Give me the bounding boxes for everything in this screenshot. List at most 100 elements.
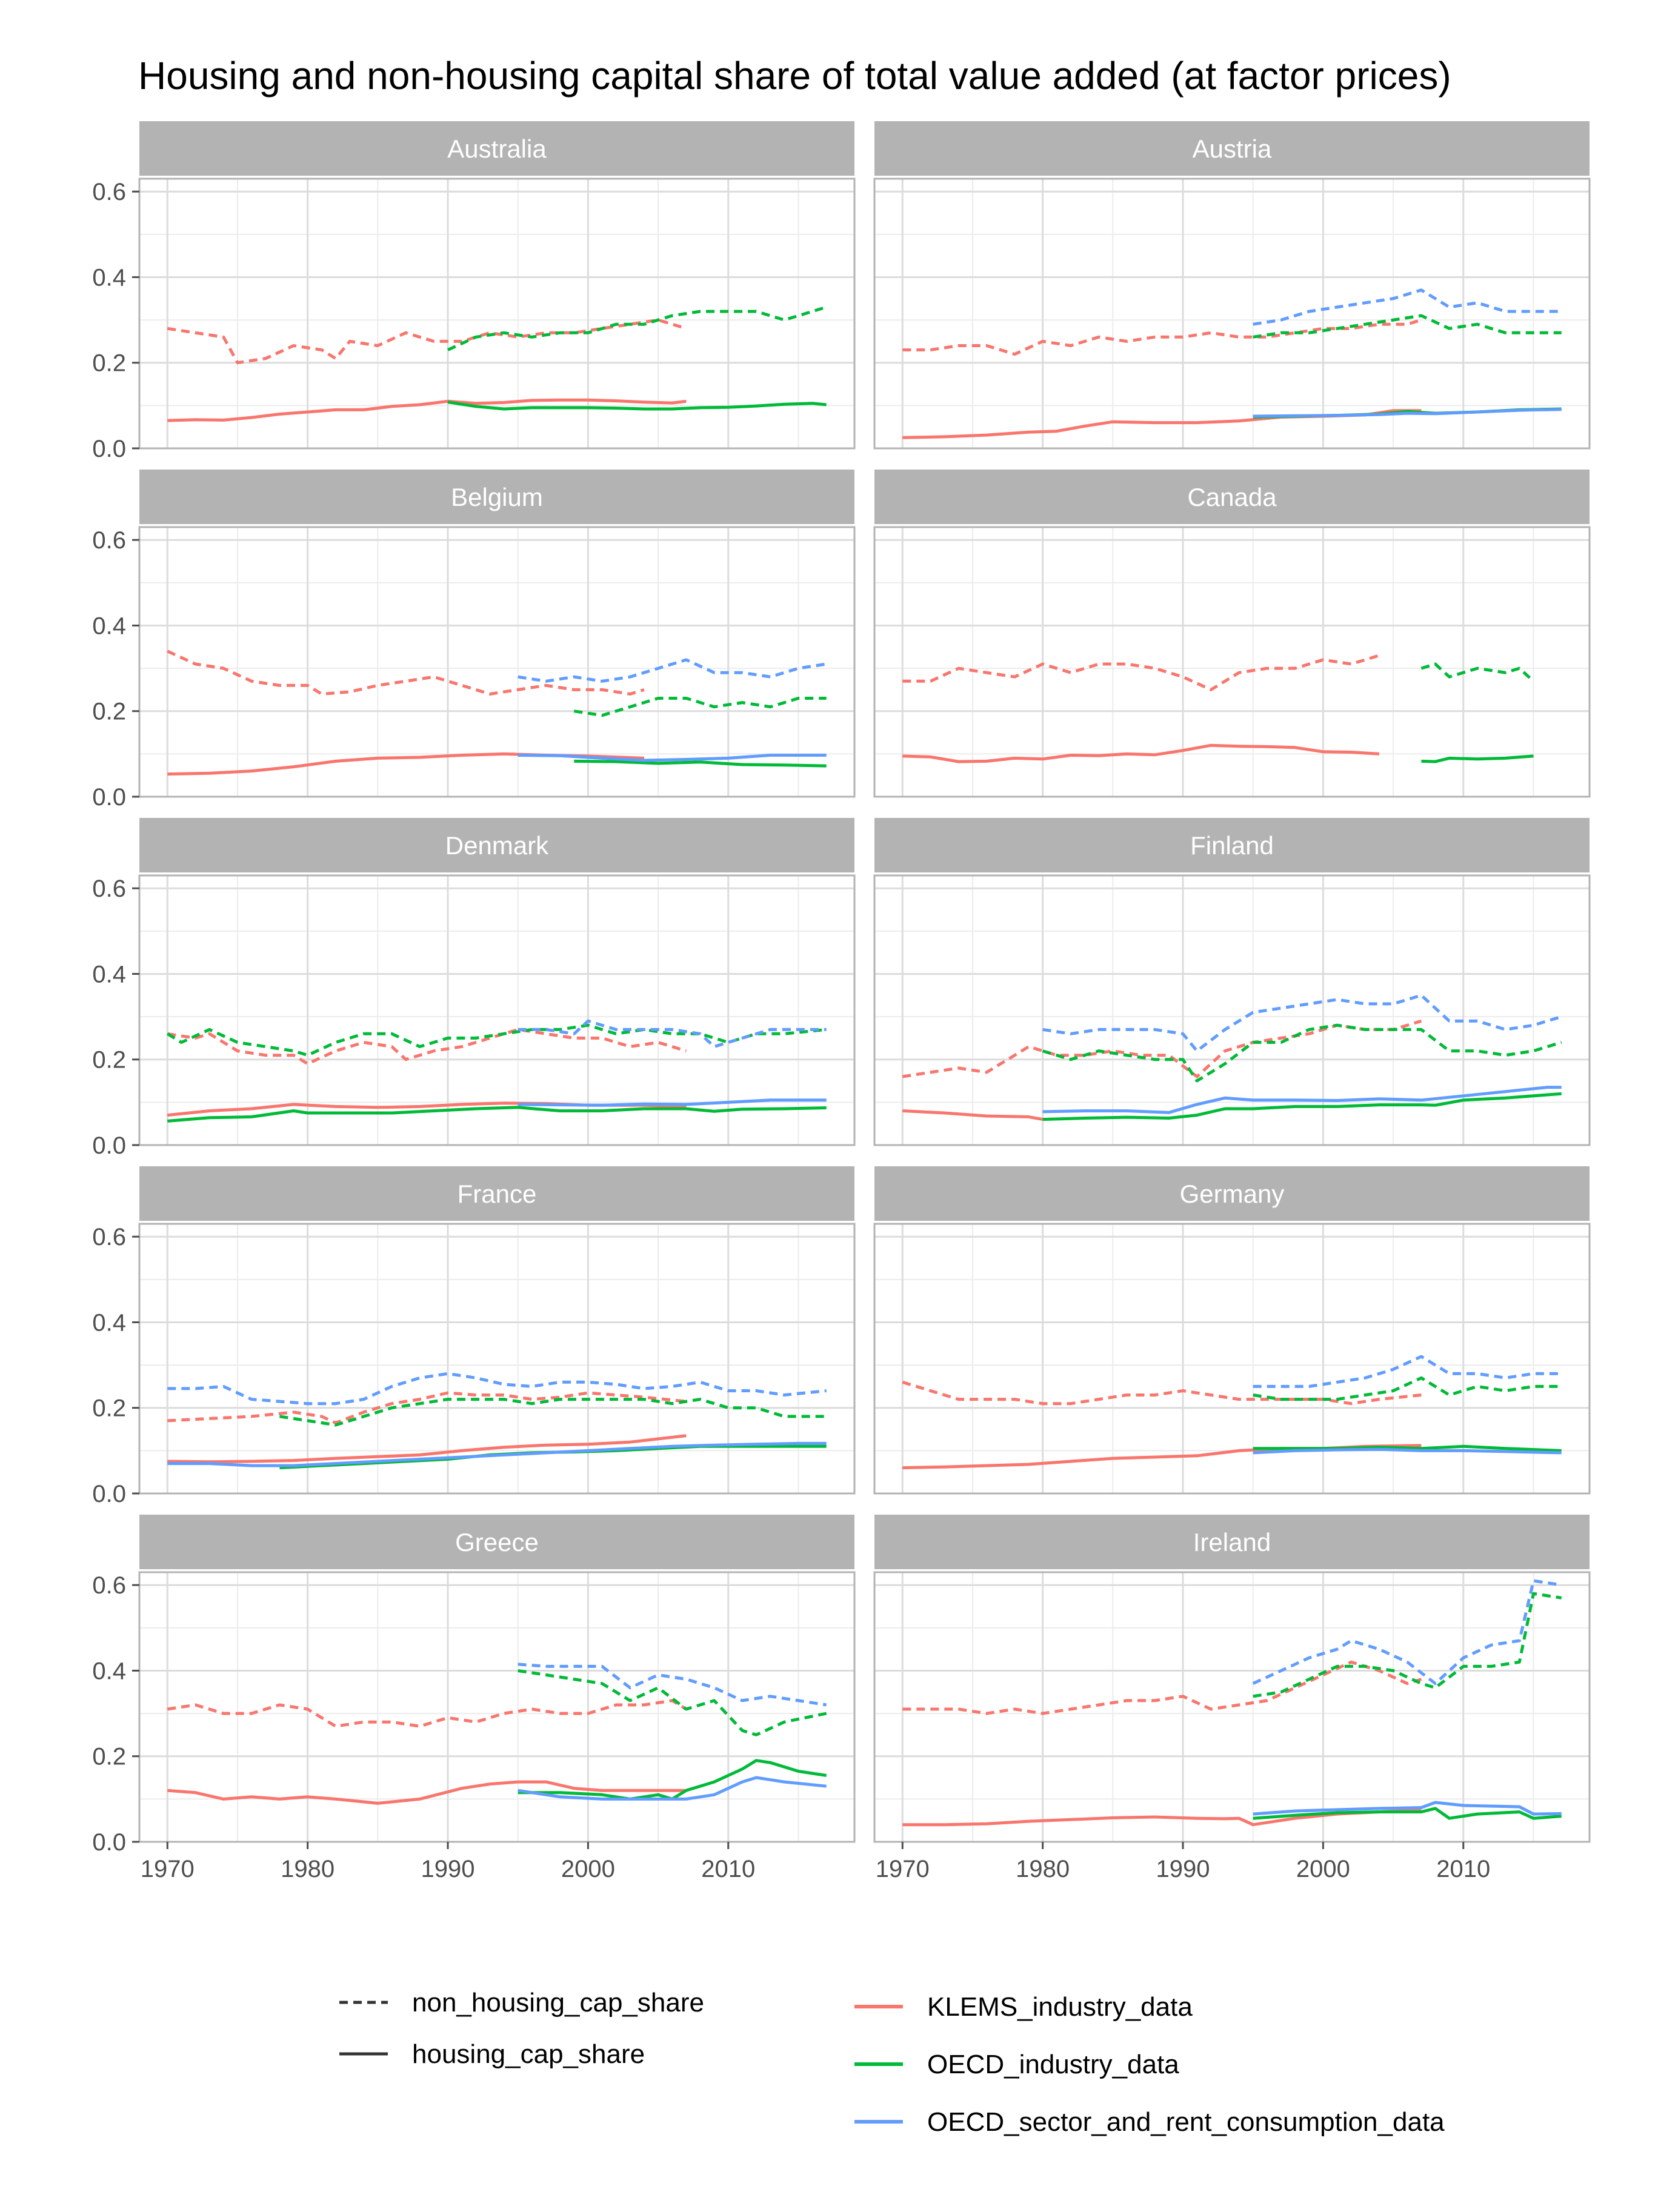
y-tick-label: 0.4 (92, 1658, 126, 1684)
facet-strip-label: Ireland (1193, 1528, 1271, 1556)
series-line-oecd_sec-non_housing (518, 1662, 827, 1707)
series-line-klems-housing (167, 398, 687, 422)
series-line-oecd_ind-non_housing (1042, 1023, 1562, 1083)
panel-frame (138, 1223, 856, 1495)
y-tick-label: 0.2 (92, 1395, 126, 1422)
x-tick-label: 2010 (1436, 1856, 1490, 1882)
series-line-oecd_ind-non_housing (1420, 662, 1535, 683)
series-line-klems-housing (167, 1780, 687, 1805)
facet-strip (874, 470, 1590, 524)
y-tick-label: 0.2 (92, 350, 126, 377)
facet-strip-label: Greece (455, 1528, 539, 1556)
series-line-oecd_ind-non_housing (1253, 1592, 1562, 1698)
facet-strip-label: Australia (447, 135, 547, 163)
y-tick-label: 0.2 (92, 1744, 126, 1770)
x-tick-label: 1970 (876, 1856, 930, 1882)
x-tick-label: 2000 (1296, 1856, 1350, 1882)
facet-panel-australia: Australia 0.0 0.2 0.4 0.6 (92, 121, 856, 462)
y-tick-label: 0.0 (92, 1132, 126, 1159)
facet-panel-canada: Canada (873, 470, 1591, 798)
series-line-oecd_sec-housing (1253, 408, 1562, 418)
facet-strip-label: Canada (1187, 483, 1277, 511)
y-tick-label: 0.4 (92, 1309, 126, 1336)
y-tick-label: 0.2 (92, 1047, 126, 1074)
panel-frame (138, 1571, 856, 1843)
y-tick-label: 0.0 (92, 1481, 126, 1507)
facet-strip (139, 470, 854, 524)
panel-frame (138, 178, 856, 450)
series-line-oecd_ind-housing (1042, 1092, 1562, 1121)
legend: non_housing_cap_share housing_cap_share KL… (339, 1988, 1445, 2137)
y-tick-label: 0.6 (92, 875, 126, 902)
facet-strip (139, 818, 854, 872)
y-tick-label: 0.6 (92, 179, 126, 205)
panel-border (138, 1571, 856, 1843)
facet-panel-finland: Finland (873, 818, 1591, 1146)
facet-panel-germany: Germany (873, 1166, 1591, 1495)
y-tick-label: 0.6 (92, 1572, 126, 1599)
x-tick-label: 1980 (1016, 1856, 1070, 1882)
panel-frame (873, 526, 1591, 798)
series-line-oecd_sec-non_housing (1253, 1355, 1562, 1388)
series-line-klems-non_housing (167, 318, 687, 365)
chart-title: Housing and non-housing capital share of… (138, 54, 1451, 98)
legend-label-oecd_ind: OECD_industry_data (927, 2050, 1179, 2079)
panel-border (873, 526, 1591, 798)
series-line-oecd_sec-housing (518, 1776, 827, 1801)
series-line-oecd_sec-housing (518, 754, 827, 762)
legend-label-oecd_sec: OECD_sector_and_rent_consumption_data (927, 2107, 1445, 2137)
series-line-klems-non_housing (902, 1660, 1422, 1715)
series-line-oecd_ind-housing (1421, 754, 1534, 763)
series-line-oecd_sec-housing (167, 1441, 827, 1467)
y-tick-label: 0.0 (92, 784, 126, 811)
series-line-oecd_ind-housing (167, 1106, 827, 1123)
x-tick-label: 1970 (141, 1856, 195, 1882)
series-line-klems-non_housing (167, 649, 645, 696)
series-line-klems-non_housing (902, 1019, 1422, 1078)
y-tick-label: 0.0 (92, 1829, 126, 1856)
facet-strip (139, 121, 854, 176)
x-tick-label: 1980 (281, 1856, 335, 1882)
panel-frame (873, 1571, 1591, 1843)
y-tick-label: 0.6 (92, 1224, 126, 1250)
panel-frame (138, 874, 856, 1146)
facet-strip (874, 818, 1590, 872)
series-line-oecd_sec-non_housing (1252, 1579, 1562, 1686)
panel-frame (138, 526, 856, 798)
facet-panel-belgium: Belgium 0.0 0.2 0.4 0.6 (92, 470, 856, 811)
series-line-oecd_ind-housing (518, 1759, 827, 1801)
y-tick-label: 0.4 (92, 961, 126, 988)
series-line-oecd_ind-non_housing (573, 697, 827, 717)
facet-strip (874, 1166, 1590, 1221)
series-line-oecd_ind-housing (1253, 1807, 1562, 1820)
facet-strip-label: Germany (1180, 1180, 1285, 1208)
series-line-oecd_sec-non_housing (518, 658, 827, 683)
legend-label-non_housing: non_housing_cap_share (412, 1988, 704, 2018)
facet-strip (874, 121, 1590, 176)
panel-border (873, 874, 1591, 1146)
panel-border (873, 178, 1591, 450)
facet-strip (874, 1515, 1590, 1569)
panel-frame (873, 178, 1591, 450)
series-line-klems-housing (902, 1109, 1044, 1121)
series-line-oecd_sec-non_housing (1253, 288, 1562, 326)
series-line-oecd_sec-non_housing (167, 1372, 827, 1406)
facet-panel-greece: Greece 0.0 0.2 0.4 0.6 1970 1980 1990 2000 2010 (92, 1515, 856, 1882)
panel-frame (873, 1223, 1591, 1495)
x-tick-label: 2010 (701, 1856, 755, 1882)
x-tick-label: 1990 (1156, 1856, 1210, 1882)
series-line-oecd_ind-non_housing (279, 1398, 827, 1427)
series-line-oecd_sec-non_housing (1042, 994, 1562, 1053)
series-line-oecd_ind-non_housing (1253, 314, 1562, 339)
facet-strip-label: Denmark (445, 831, 549, 860)
legend-label-klems: KLEMS_industry_data (927, 1992, 1193, 2022)
y-tick-label: 0.0 (92, 436, 126, 462)
series-line-oecd_sec-housing (1042, 1086, 1562, 1114)
series-line-klems-non_housing (167, 1699, 687, 1728)
panel-border (138, 874, 856, 1146)
x-tick-label: 1990 (421, 1856, 475, 1882)
y-tick-label: 0.2 (92, 699, 126, 725)
series-line-klems-non_housing (167, 1391, 687, 1424)
panel-border (138, 526, 856, 798)
facet-strip-label: France (458, 1180, 537, 1208)
